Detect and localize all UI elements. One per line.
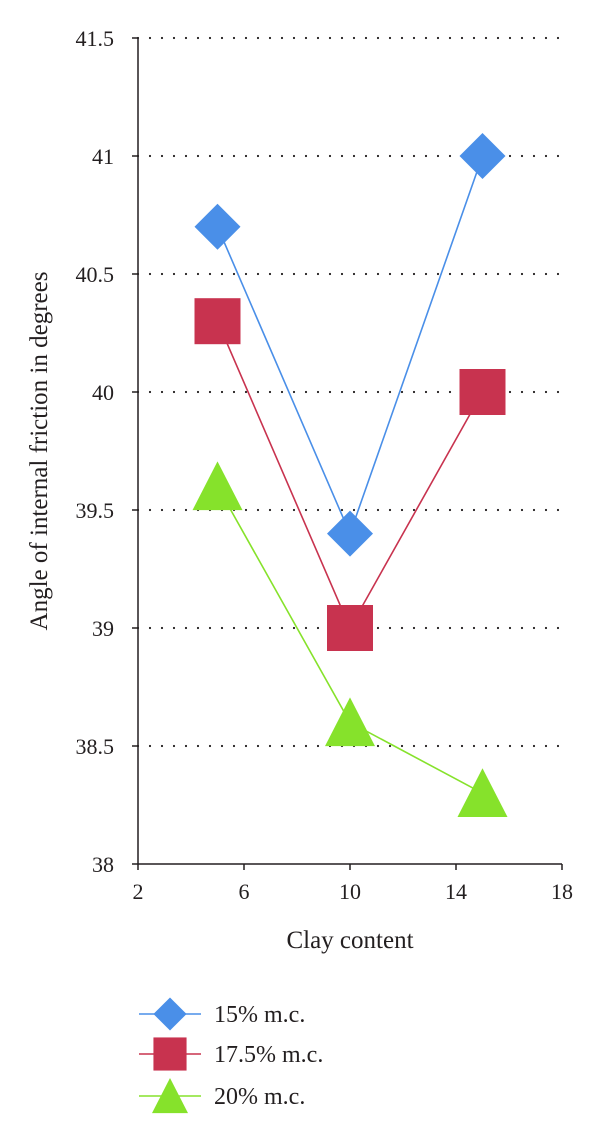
x-tick-label: 10 [339,879,361,904]
x-tick-labels: 2 6 10 14 18 [133,864,573,904]
data-point-diamond [194,203,241,250]
data-point-triangle [325,697,375,747]
x-tick-label: 18 [551,879,573,904]
y-tick-label: 39 [92,616,114,641]
data-point-triangle [457,768,508,817]
series-diamond [194,133,506,557]
series-line [216,320,484,630]
data-point-diamond [327,510,373,557]
data-point-diamond [459,133,506,179]
legend-item: 15% m.c. [139,997,305,1031]
legend-marker-triangle [152,1078,188,1114]
legend-item: 17.5% m.c. [139,1037,323,1071]
x-tick-label: 2 [133,879,144,904]
legend-marker-square [153,1037,187,1071]
series-line [216,155,484,536]
legend-item: 20% m.c. [139,1078,305,1114]
legend-label: 17.5% m.c. [214,1042,323,1068]
series-square [194,298,506,651]
y-tick-label: 38 [92,852,114,877]
y-tick-label: 39.5 [76,498,115,523]
legend-marker-diamond [153,997,187,1031]
y-tick-label: 40.5 [76,262,115,287]
x-tick-label: 6 [239,879,250,904]
legend-label: 15% m.c. [214,1002,305,1028]
data-point-square [459,369,506,415]
y-tick-labels: 38 38.5 39 39.5 40 40.5 41 41.5 [76,26,138,877]
y-tick-label: 40 [92,380,114,405]
legend: 15% m.c. 17.5% m.c. 20% m.c. [139,997,323,1114]
series-triangle [192,461,508,817]
legend-label: 20% m.c. [214,1084,305,1110]
data-point-square [194,298,241,345]
data-point-triangle [192,461,243,511]
y-tick-label: 41 [92,144,114,169]
data-series [192,133,508,817]
y-tick-label: 38.5 [76,734,115,759]
x-tick-label: 14 [445,879,467,904]
y-tick-label: 41.5 [76,26,115,51]
y-axis-title: Angle of internal friction in degrees [26,272,53,631]
x-axis-title: Clay content [286,927,413,954]
data-point-square [327,605,373,651]
